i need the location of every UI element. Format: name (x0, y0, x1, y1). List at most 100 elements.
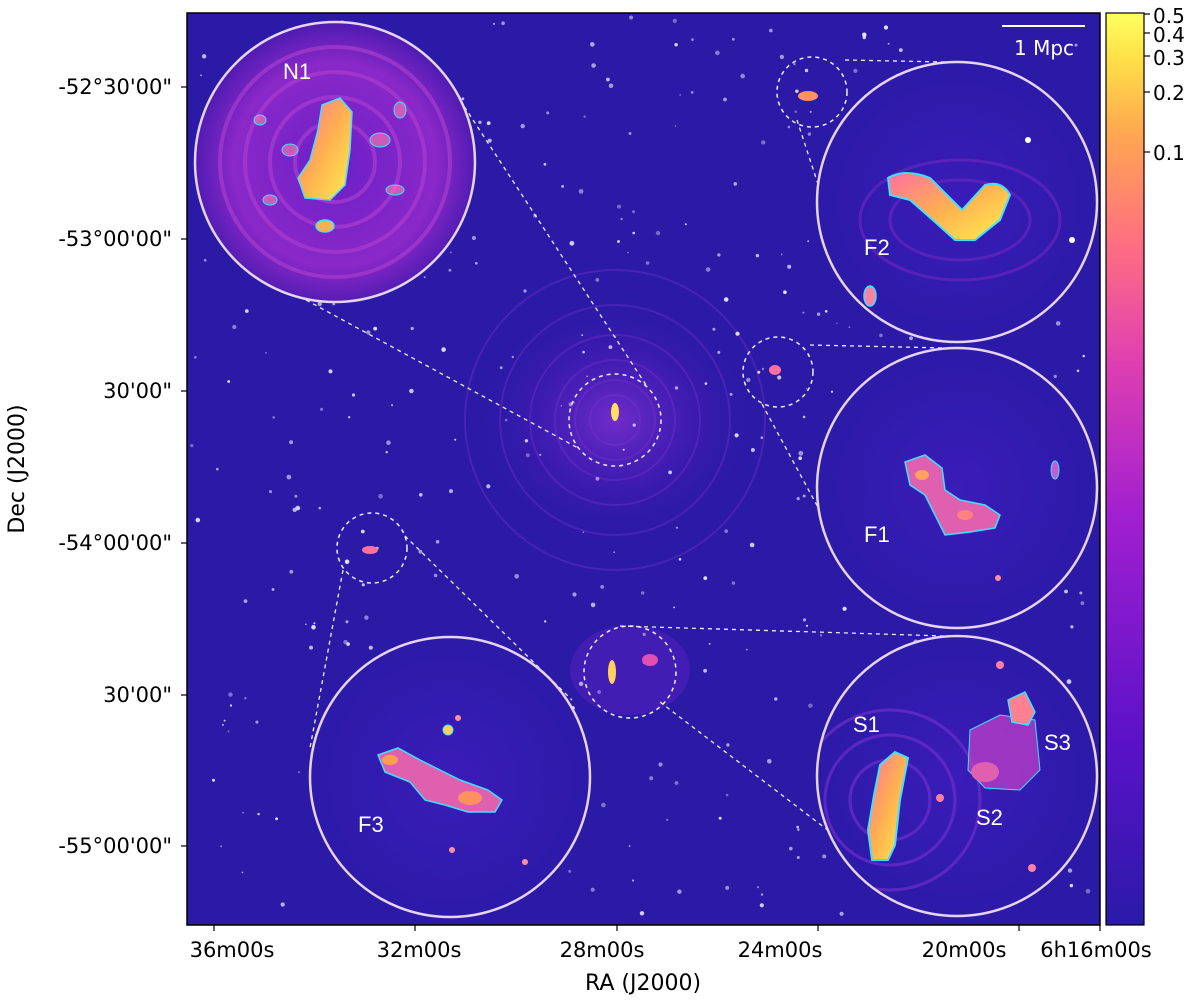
background-point-source (454, 438, 457, 441)
selection-circle-f3 (336, 512, 408, 584)
background-point-source (441, 347, 446, 352)
background-point-source (486, 121, 491, 126)
background-point-source (523, 289, 527, 293)
background-point-source (705, 267, 711, 272)
background-point-source (368, 645, 373, 650)
background-point-source (674, 43, 678, 47)
panel-label-s3: S3 (1044, 730, 1071, 755)
background-point-source (573, 401, 575, 404)
background-point-source (461, 97, 465, 101)
background-point-source (674, 125, 677, 127)
background-point-source (475, 262, 478, 265)
background-point-source (320, 407, 324, 411)
background-point-source (802, 311, 805, 314)
background-point-source (1070, 625, 1074, 629)
background-point-source (1053, 374, 1057, 379)
panel-label-f1: F1 (864, 522, 890, 547)
x-tick-2: 28m00s (560, 938, 645, 962)
background-point-source (544, 620, 547, 623)
background-point-source (802, 494, 806, 498)
background-point-source (830, 390, 834, 393)
background-point-source (449, 489, 453, 494)
background-point-source (242, 811, 244, 814)
background-point-source (723, 97, 727, 102)
background-point-source (578, 681, 584, 686)
background-point-source (690, 91, 694, 94)
background-point-source (255, 720, 259, 724)
background-point-source (346, 642, 350, 646)
background-point-source (628, 845, 631, 847)
background-point-source (601, 802, 606, 808)
selection-circles (336, 56, 848, 719)
background-point-source (674, 781, 679, 785)
panel-label-f2: F2 (864, 235, 890, 260)
background-point-source (731, 581, 736, 585)
background-point-source (524, 439, 529, 443)
background-point-source (385, 451, 388, 454)
background-point-source (409, 388, 414, 394)
background-point-source (608, 345, 613, 349)
background-point-source (717, 350, 721, 354)
background-point-source (591, 63, 596, 68)
background-point-source (617, 204, 621, 209)
background-point-source (677, 889, 682, 894)
background-point-source (245, 309, 249, 313)
background-point-source (590, 887, 595, 892)
background-point-source (746, 377, 751, 383)
background-point-source (313, 622, 316, 625)
x-tick-5: 6h16m00s (1040, 938, 1152, 962)
background-point-source (673, 606, 675, 609)
colorbar-tick-0: 0.5 (1153, 4, 1185, 28)
background-point-source (608, 83, 614, 89)
background-point-source (898, 48, 903, 52)
background-point-source (286, 474, 292, 480)
colorbar-tick-3: 0.2 (1153, 81, 1185, 105)
plot-frame (186, 12, 1101, 926)
background-point-source (366, 330, 371, 335)
background-point-source (796, 497, 800, 501)
zoom-panel-f2: F2 (815, 60, 1099, 344)
y-tick-0: -52°30'00" (58, 75, 172, 99)
background-point-source (595, 476, 600, 481)
background-point-source (271, 588, 275, 591)
background-point-source (807, 240, 810, 243)
background-point-source (223, 719, 226, 722)
background-point-source (269, 490, 272, 494)
background-point-source (816, 312, 821, 316)
background-point-source (836, 322, 838, 324)
background-point-source (715, 50, 720, 56)
y-tick-1: -53°00'00" (58, 227, 172, 251)
background-point-source (332, 302, 336, 306)
background-point-source (586, 375, 588, 378)
background-point-source (672, 18, 677, 23)
background-point-source (769, 28, 773, 33)
background-point-source (632, 423, 636, 427)
background-point-source (539, 453, 542, 456)
background-point-source (298, 771, 300, 774)
background-point-source (546, 111, 550, 115)
background-point-source (450, 251, 452, 254)
background-point-source (493, 22, 495, 25)
x-tick-0: 36m00s (190, 938, 275, 962)
background-point-source (201, 54, 207, 59)
background-point-source (309, 645, 313, 650)
background-point-source (756, 886, 760, 889)
x-axis-label: RA (J2000) (585, 971, 701, 996)
background-point-source (666, 818, 669, 821)
background-point-source (725, 793, 729, 797)
background-point-source (787, 264, 792, 269)
background-point-source (642, 632, 646, 637)
background-point-source (243, 599, 248, 603)
background-point-source (684, 223, 687, 226)
background-point-source (560, 405, 563, 407)
background-point-source (344, 559, 350, 565)
background-point-source (600, 585, 605, 589)
background-point-source (746, 648, 748, 651)
background-point-source (448, 268, 452, 272)
background-point-source (703, 668, 707, 673)
background-point-source (1066, 679, 1072, 685)
background-point-source (675, 526, 678, 529)
background-point-source (471, 236, 476, 240)
background-point-source (1055, 321, 1061, 326)
background-point-source (419, 493, 423, 497)
